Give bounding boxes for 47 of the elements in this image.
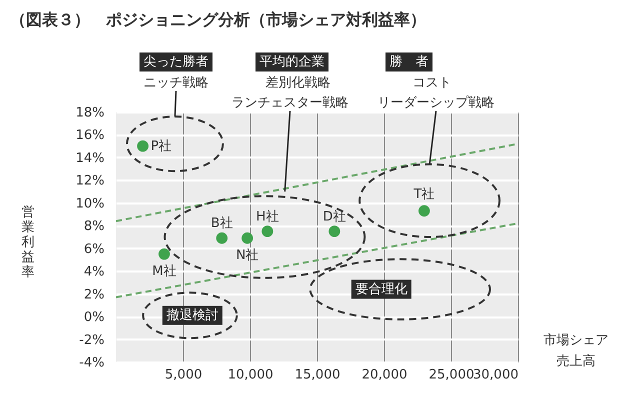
x-tick-label: 5,000	[164, 368, 202, 382]
y-tick-label: 16%	[76, 128, 104, 144]
label-box: 要合理化	[351, 280, 412, 299]
y-tick-label: -2%	[79, 332, 104, 348]
label-box: 尖った勝者	[140, 52, 212, 72]
y-tick-label: 12%	[76, 174, 104, 189]
x-tick-label: 30,000	[473, 368, 518, 382]
x-tick-label: 15,000	[294, 368, 340, 382]
annotation: D社	[322, 209, 346, 224]
annotation: N社	[236, 248, 259, 264]
y-tick-label: 8%	[84, 219, 104, 234]
point	[242, 232, 254, 244]
annotation: H社	[256, 209, 279, 224]
text: コスト	[412, 76, 452, 90]
x-axis-title: 市場シェア売上高	[544, 333, 608, 369]
label-box: 撤退検討	[162, 306, 222, 325]
annotation: 撤退検討	[166, 308, 218, 323]
annotation: B社	[210, 216, 233, 232]
y-tick-label: 4%	[84, 264, 104, 280]
chart-title: （図表３） ポジショニング分析（市場シェア対利益率）	[10, 10, 426, 29]
y-tick-label: 14%	[76, 150, 104, 166]
annotation: P社	[150, 139, 172, 154]
point	[418, 205, 430, 217]
annotation: ランチェスター戦略	[232, 96, 348, 110]
text: 差別化戦略	[266, 76, 330, 90]
point	[216, 232, 228, 244]
annotation: リーダーシップ戦略	[378, 96, 494, 110]
x-tick-label: 10,000	[228, 368, 274, 382]
point	[262, 226, 274, 238]
y-tick-label: 0%	[84, 310, 104, 326]
annotation: M社	[152, 264, 176, 280]
y-tick-label: 18%	[76, 106, 104, 120]
y-tick-label: 10%	[76, 196, 104, 212]
y-tick-label: 2%	[84, 287, 104, 302]
text: ニッチ戦略	[144, 76, 208, 90]
y-tick-label: 6%	[84, 242, 104, 257]
label-box: 勝 者	[386, 52, 432, 72]
annotation: T社	[412, 186, 435, 202]
point	[158, 248, 170, 260]
x-tick-label: 20,000	[362, 368, 408, 382]
annotation: 要合理化	[355, 282, 408, 297]
y-tick-label: -4%	[79, 356, 104, 370]
y-axis-title: 営業利益率	[22, 205, 34, 280]
point	[137, 140, 148, 152]
label-box: 平均的企業	[256, 52, 328, 72]
x-tick-label: 25,000	[428, 368, 474, 382]
point	[328, 226, 340, 238]
